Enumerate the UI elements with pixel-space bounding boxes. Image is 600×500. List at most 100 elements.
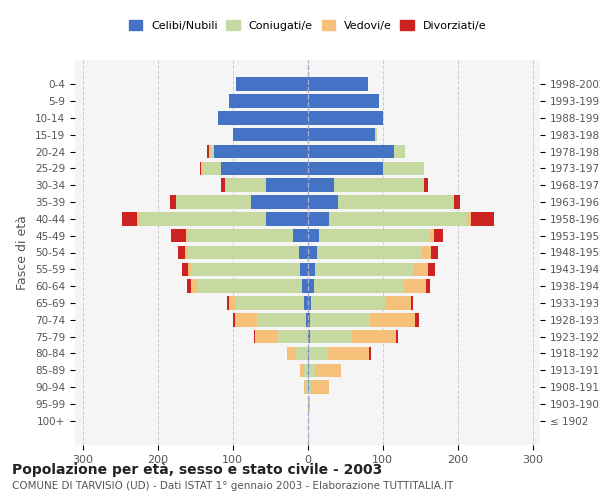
Bar [310,330,351,344]
Bar [314,280,404,293]
Bar [308,330,310,344]
Bar [266,212,308,226]
Bar [396,330,398,344]
Bar [306,313,308,326]
Bar [214,145,308,158]
Bar [304,380,306,394]
Bar [306,380,308,394]
Bar [300,262,308,276]
Bar [186,229,187,242]
Bar [300,364,304,377]
Bar [187,229,293,242]
Bar [308,212,329,226]
Bar [328,346,369,360]
Bar [383,162,424,175]
Bar [209,145,210,158]
Bar [221,178,225,192]
Bar [308,364,309,377]
Bar [182,262,187,276]
Bar [171,229,186,242]
Bar [431,246,438,259]
Bar [315,364,341,377]
Bar [308,246,317,259]
Bar [413,262,427,276]
Bar [191,280,197,293]
Bar [308,196,337,209]
Bar [329,212,467,226]
Bar [302,280,308,293]
Bar [293,229,308,242]
Bar [351,330,396,344]
Bar [218,111,308,124]
Text: COMUNE DI TARVISIO (UD) - Dati ISTAT 1° gennaio 2003 - Elaborazione TUTTITALIA.I: COMUNE DI TARVISIO (UD) - Dati ISTAT 1° … [12,481,454,491]
Bar [233,128,308,141]
Bar [370,313,415,326]
Bar [139,212,266,226]
Bar [308,313,310,326]
Bar [187,246,299,259]
Bar [185,246,187,259]
Bar [296,346,308,360]
Bar [309,364,315,377]
Bar [308,397,310,410]
Bar [236,78,308,91]
Bar [467,212,471,226]
Bar [411,296,413,310]
Bar [375,128,377,141]
Bar [308,128,375,141]
Bar [337,196,454,209]
Bar [299,246,308,259]
Bar [308,280,314,293]
Bar [427,262,435,276]
Bar [257,313,306,326]
Bar [191,262,300,276]
Bar [287,346,296,360]
Bar [227,296,229,310]
Bar [334,178,424,192]
Bar [369,346,371,360]
Bar [424,178,427,192]
Bar [308,145,394,158]
Bar [471,212,493,226]
Bar [308,162,383,175]
Legend: Celibi/Nubili, Coniugati/e, Vedovi/e, Divorziati/e: Celibi/Nubili, Coniugati/e, Vedovi/e, Di… [124,16,491,35]
Bar [304,364,308,377]
Bar [236,296,304,310]
Bar [426,280,430,293]
Bar [255,330,277,344]
Bar [201,162,203,175]
Bar [308,229,319,242]
Bar [254,330,255,344]
Bar [309,380,311,394]
Bar [433,229,443,242]
Y-axis label: Fasce di età: Fasce di età [16,215,29,290]
Bar [229,296,236,310]
Bar [137,212,139,226]
Bar [229,94,308,108]
Bar [311,296,385,310]
Bar [308,111,383,124]
Bar [304,296,308,310]
Bar [203,162,221,175]
Text: Popolazione per età, sesso e stato civile - 2003: Popolazione per età, sesso e stato civil… [12,462,382,477]
Bar [308,78,367,91]
Bar [221,162,308,175]
Bar [415,313,419,326]
Bar [308,346,309,360]
Bar [170,196,176,209]
Bar [421,246,431,259]
Bar [430,229,433,242]
Bar [308,296,311,310]
Bar [308,380,309,394]
Bar [235,313,257,326]
Bar [394,145,405,158]
Bar [385,296,411,310]
Bar [311,380,329,394]
Bar [315,262,413,276]
Bar [309,346,328,360]
Bar [207,145,209,158]
Bar [178,246,185,259]
Bar [277,330,308,344]
Bar [233,313,235,326]
Bar [225,178,266,192]
